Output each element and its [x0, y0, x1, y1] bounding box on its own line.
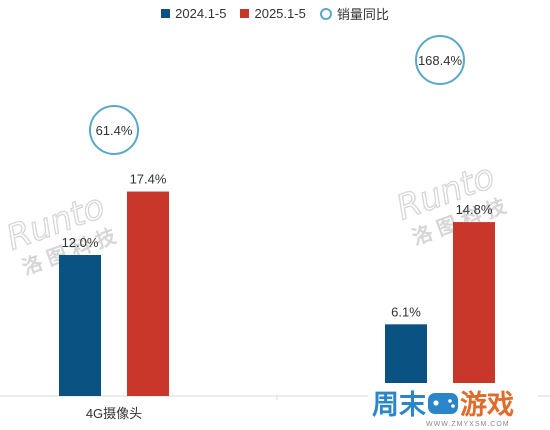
- bar-2025-1: [453, 222, 495, 396]
- yoy-label-1: 168.4%: [418, 53, 463, 68]
- legend-item-yoy: 销量同比: [319, 4, 389, 23]
- legend-swatch-2025: [240, 9, 250, 18]
- data-label-2025-1: 14.8%: [456, 202, 493, 217]
- legend-item-2025: 2025.1-5: [240, 6, 306, 21]
- legend-label-yoy: 销量同比: [336, 7, 389, 22]
- site-logo[interactable]: 周末 游戏 WWW.ZMYXSM.COM: [368, 383, 538, 429]
- legend-item-2024: 2024.1-5: [161, 6, 226, 21]
- legend-label-2025: 2025.1-5: [254, 6, 306, 21]
- legend-swatch-2024: [161, 9, 171, 18]
- bar-2025-0: [127, 191, 169, 396]
- legend-label-2024: 2024.1-5: [175, 6, 227, 21]
- yoy-circle-1: [415, 35, 465, 85]
- category-label-0: 4G摄像头: [86, 406, 142, 421]
- site-logo-text-a: 周末: [372, 390, 426, 420]
- yoy-circle-0: [89, 105, 139, 155]
- yoy-label-0: 61.4%: [96, 123, 133, 138]
- legend-circle-icon: [319, 7, 332, 20]
- data-label-2025-0: 17.4%: [130, 172, 167, 187]
- gamepad-icon: [428, 393, 458, 414]
- site-logo-url: WWW.ZMYXSM.COM: [426, 421, 510, 428]
- bar-2024-0: [59, 255, 101, 396]
- site-logo-text-b: 游戏: [460, 390, 514, 420]
- legend: 2024.1-5 2025.1-5 销量同比: [0, 4, 550, 23]
- data-label-2024-1: 6.1%: [391, 304, 421, 319]
- data-label-2024-0: 12.0%: [62, 235, 99, 250]
